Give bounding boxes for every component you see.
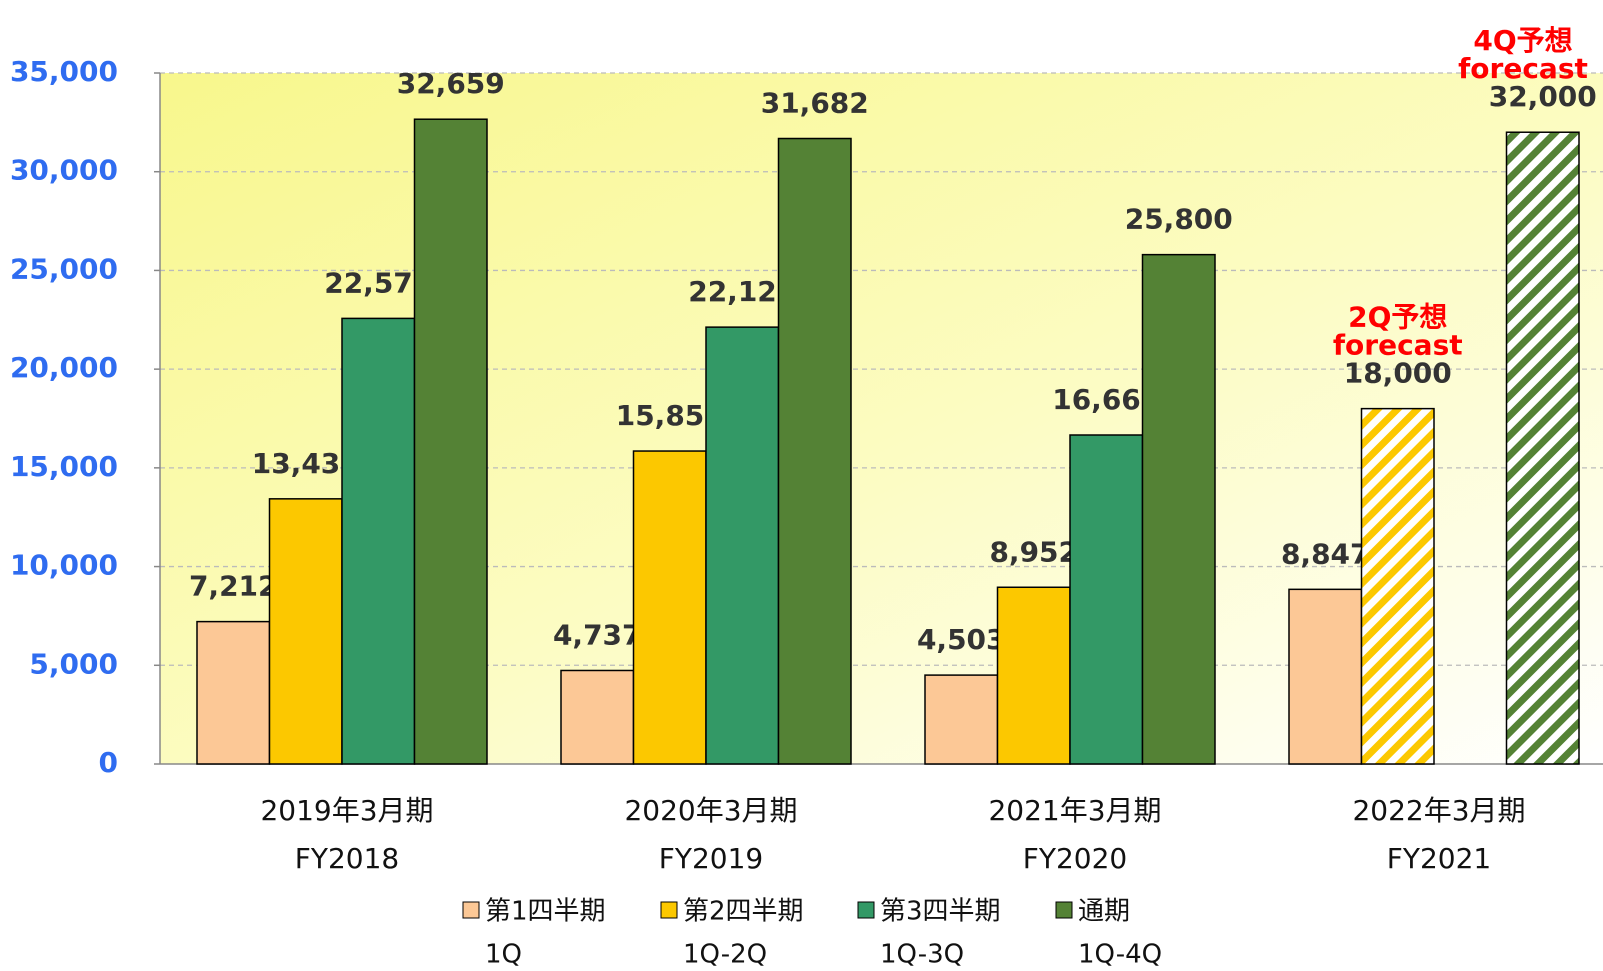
bar — [1505, 131, 1580, 765]
bar — [996, 586, 1071, 765]
value-label: 8,847 — [1281, 537, 1370, 570]
value-label: 4,503 — [917, 623, 1006, 656]
legend-swatch — [660, 901, 678, 919]
bar — [924, 674, 999, 765]
legend-label: 1Q — [485, 940, 522, 968]
value-label: 7,212 — [189, 570, 278, 603]
bar — [341, 317, 416, 765]
bar — [705, 326, 780, 765]
x-tick-label: 2019年3月期 — [260, 794, 433, 827]
legend-label: 第1四半期 — [485, 897, 606, 927]
legend-label: 1Q-3Q — [880, 940, 964, 968]
legend-swatch — [462, 901, 480, 919]
y-tick-label: 30,000 — [10, 154, 118, 187]
bar — [1069, 434, 1144, 765]
x-tick-label: FY2020 — [1023, 842, 1127, 875]
legend-swatch — [857, 901, 875, 919]
legend-label: 通期 — [1078, 897, 1130, 927]
x-tick-label: FY2018 — [295, 842, 399, 875]
bar — [777, 137, 852, 765]
y-tick-label: 15,000 — [10, 450, 118, 483]
value-label: 18,000 — [1344, 357, 1452, 390]
y-tick-label: 20,000 — [10, 351, 118, 384]
y-tick-label: 10,000 — [10, 549, 118, 582]
value-label: 32,659 — [397, 67, 505, 100]
bar — [1141, 253, 1216, 765]
x-tick-label: FY2019 — [659, 842, 763, 875]
legend-label: 1Q-2Q — [683, 940, 767, 968]
annotation: forecast — [1458, 52, 1588, 85]
x-tick-label: FY2021 — [1387, 842, 1491, 875]
annotation: 4Q予想 — [1473, 24, 1572, 57]
bar — [560, 669, 635, 765]
bar — [413, 118, 488, 765]
value-label: 25,800 — [1125, 203, 1233, 236]
value-label: 4,737 — [553, 618, 642, 651]
bar — [1288, 588, 1363, 765]
legend-label: 第2四半期 — [683, 897, 804, 927]
annotation: 2Q予想 — [1348, 301, 1447, 334]
y-tick-label: 5,000 — [29, 647, 118, 680]
value-label: 8,952 — [989, 535, 1078, 568]
y-tick-label: 25,000 — [10, 252, 118, 285]
value-label: 32,000 — [1489, 80, 1597, 113]
annotation: forecast — [1333, 329, 1463, 362]
x-tick-label: 2021年3月期 — [988, 794, 1161, 827]
value-label: 31,682 — [761, 87, 869, 120]
legend-label: 1Q-4Q — [1078, 940, 1162, 968]
y-tick-label: 0 — [99, 746, 118, 779]
x-tick-label: 2022年3月期 — [1352, 794, 1525, 827]
bar — [632, 450, 707, 765]
bar — [196, 620, 271, 765]
y-tick-label: 35,000 — [10, 55, 118, 88]
x-tick-label: 2020年3月期 — [624, 794, 797, 827]
legend-swatch — [1055, 901, 1073, 919]
bar — [1360, 407, 1435, 765]
legend-label: 第3四半期 — [880, 897, 1001, 927]
bar — [268, 498, 343, 765]
